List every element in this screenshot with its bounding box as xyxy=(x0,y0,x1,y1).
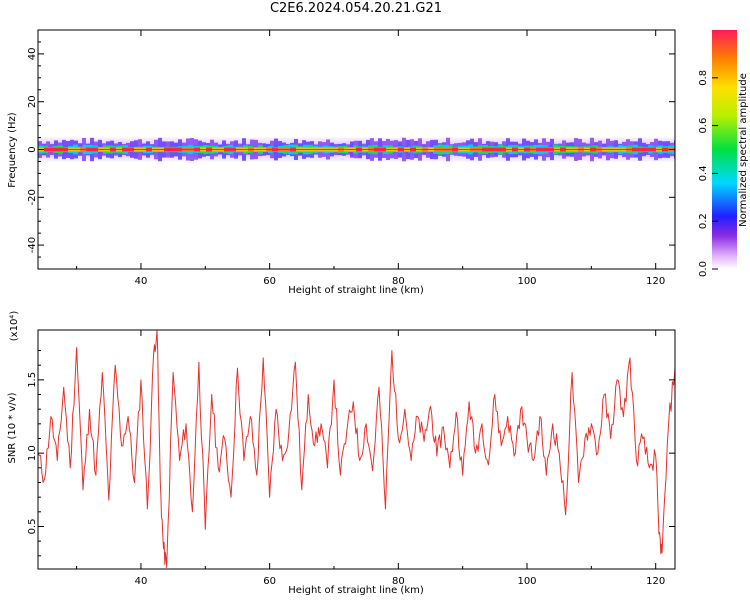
colorbar-tick-label: 0.8 xyxy=(698,70,709,86)
snr-plot-area xyxy=(38,330,675,569)
snr-series-line xyxy=(38,330,675,568)
snr-frame xyxy=(37,329,676,570)
spectrogram-ytick-label: -20 xyxy=(27,189,38,205)
spectrogram-ytick-label: 40 xyxy=(27,48,38,61)
spectrogram-xlabel: Height of straight line (km) xyxy=(288,285,424,296)
snr-multiplier: (x10⁴) xyxy=(9,311,20,342)
snr-xtick-label: 40 xyxy=(135,576,148,587)
colorbar-tick-label: 0.2 xyxy=(698,213,709,229)
colorbar-label: Normalized spectral amplitude xyxy=(738,73,749,227)
snr-ylabel: SNR (10 * v/v) xyxy=(7,392,18,463)
snr-xtick-label: 80 xyxy=(392,576,405,587)
colorbar-tick-label: 0.6 xyxy=(698,118,709,134)
colorbar-ticks: 0.0 0.2 0.4 0.6 0.8 xyxy=(698,70,718,277)
snr-xtick-label: 120 xyxy=(646,576,665,587)
spectrogram-band xyxy=(38,137,675,162)
spectrogram-xtick-label: 40 xyxy=(135,276,148,287)
snr-ticks: 40 60 80 100 120 0.5 1.0 1.5 xyxy=(27,330,675,587)
snr-ytick-label: 1.0 xyxy=(27,445,38,461)
snr-xlabel: Height of straight line (km) xyxy=(288,585,424,596)
page-title: C2E6.2024.054.20.21.G21 xyxy=(269,1,443,16)
spectrogram-ytick-label: 20 xyxy=(27,95,38,108)
spectrogram-ytick-label: -40 xyxy=(27,237,38,253)
snr-ytick-label: 0.5 xyxy=(27,519,38,535)
spectrogram-ytick-label: 0 xyxy=(27,146,38,152)
snr-xtick-label: 100 xyxy=(517,576,536,587)
spectrogram-xtick-label: 120 xyxy=(646,276,665,287)
spectrogram-ticks: 40 60 80 100 120 -40 -20 0 20 40 xyxy=(27,30,675,287)
spectrogram-xtick-label: 80 xyxy=(392,276,405,287)
colorbar: 0.0 0.2 0.4 0.6 0.8 Normalized spectral ampl… xyxy=(698,30,749,277)
spectrogram-xtick-label: 60 xyxy=(263,276,276,287)
spectrogram-panel: 40 60 80 100 120 -40 -20 0 20 40 Height of straig… xyxy=(7,29,676,296)
colorbar-tick-label: 0.4 xyxy=(698,165,709,181)
colorbar-tick-label: 0.0 xyxy=(698,261,709,277)
snr-xtick-label: 60 xyxy=(263,576,276,587)
spectrogram-xtick-label: 100 xyxy=(517,276,536,287)
colorbar-gradient xyxy=(712,30,737,269)
snr-panel: 40 60 80 100 120 0.5 1.0 1.5 Height of straight… xyxy=(7,311,676,596)
snr-ytick-label: 1.5 xyxy=(27,372,38,388)
spectrogram-ylabel: Frequency (Hz) xyxy=(7,112,18,188)
